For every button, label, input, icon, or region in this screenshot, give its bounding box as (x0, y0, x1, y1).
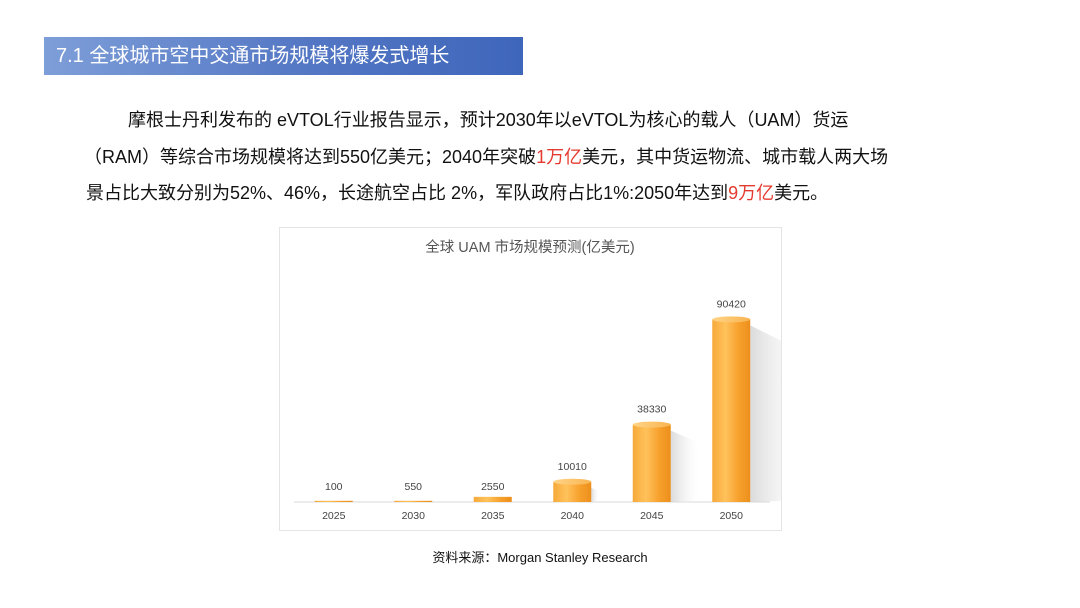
data-label-2040: 10010 (558, 461, 587, 473)
highlight-value: 1万亿 (536, 147, 583, 167)
source-note: 资料来源：Morgan Stanley Research (432, 550, 648, 565)
paragraph-text: 景占比大致分别为52%、46%，长途航空占比 2%，军队政府占比1%:2050年… (86, 183, 729, 203)
paragraph-text: 美元，其中货运物流、城市载人两大场 (582, 147, 889, 167)
section-title: 7.1 全球城市空中交通市场规模将爆发式增长 (44, 37, 523, 75)
data-label-2025: 100 (325, 481, 343, 493)
data-label-2030: 550 (404, 481, 422, 493)
chart-container: 全球 UAM 市场规模预测(亿美元) 100 2025 550 2030 2550 203… (279, 227, 782, 531)
bar-2030 (394, 500, 433, 502)
highlight-value: 9万亿 (728, 183, 775, 203)
bar-cap-2045 (632, 421, 671, 428)
paragraph-text: 美元。 (774, 183, 829, 203)
x-tick-label-2045: 2045 (640, 510, 664, 522)
data-label-2035: 2550 (481, 481, 505, 493)
x-tick-label-2040: 2040 (561, 510, 585, 522)
bar-shadow (670, 430, 698, 502)
paragraph-line-1: 摩根士丹利发布的 eVTOL行业报告显示，预计2030年以eVTOL为核心的载人… (128, 106, 848, 132)
bar-2025 (314, 500, 353, 502)
paragraph-line-3: 景占比大致分别为52%、46%，长途航空占比 2%，军队政府占比1%:2050年… (86, 179, 828, 205)
bar-cap-2040 (553, 478, 592, 485)
paragraph-line-2: （RAM）等综合市场规模将达到550亿美元；2040年突破1万亿美元，其中货运物… (84, 143, 888, 169)
bar-cap-2050 (712, 316, 751, 323)
x-tick-label-2035: 2035 (481, 510, 505, 522)
bar-shadow (750, 325, 781, 502)
data-label-2050: 90420 (717, 298, 746, 310)
chart-title: 全球 UAM 市场规模预测(亿美元) (425, 238, 634, 256)
bar-2045 (632, 424, 671, 502)
bar-shadow (591, 487, 599, 502)
data-label-2045: 38330 (637, 404, 666, 416)
x-tick-label-2025: 2025 (322, 510, 346, 522)
bar-2040 (553, 481, 592, 502)
x-tick-label-2030: 2030 (402, 510, 426, 522)
paragraph-text: （RAM）等综合市场规模将达到550亿美元；2040年突破 (84, 147, 537, 167)
paragraph-text: 摩根士丹利发布的 eVTOL行业报告显示，预计2030年以eVTOL为核心的载人… (128, 110, 849, 130)
bar-2035 (473, 496, 512, 502)
x-tick-label-2050: 2050 (720, 510, 744, 522)
bar-2050 (712, 319, 751, 502)
bar-chart: 全球 UAM 市场规模预测(亿美元) 100 2025 550 2030 2550 203… (294, 238, 781, 522)
